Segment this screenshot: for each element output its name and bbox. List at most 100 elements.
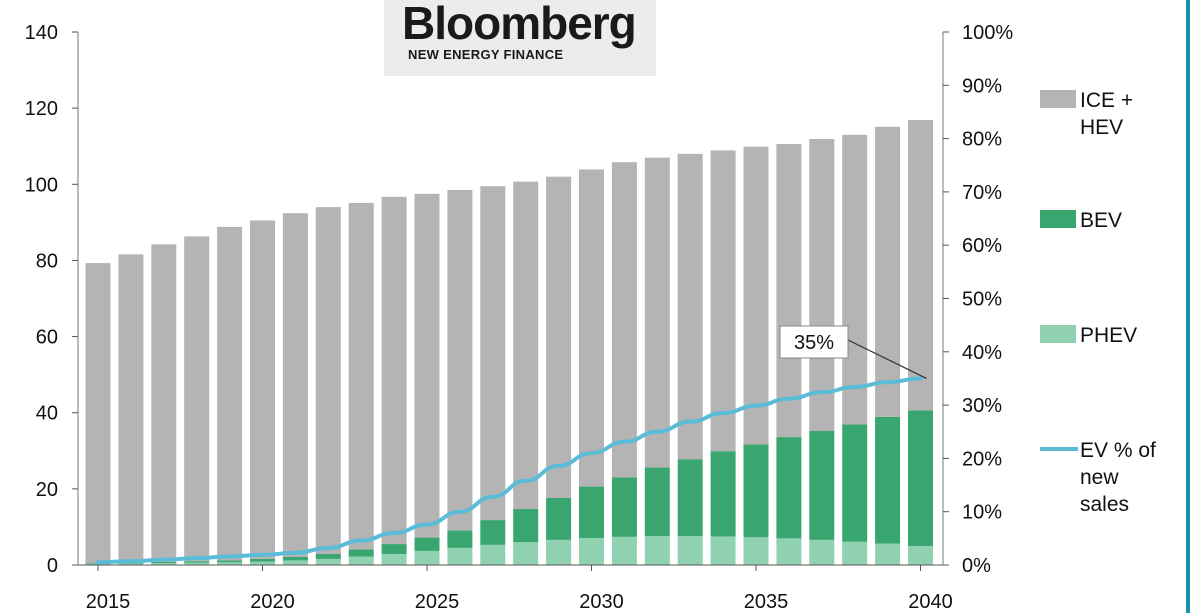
bar-ice-hev-2021 — [282, 213, 308, 558]
bar-phev-2026 — [447, 547, 473, 565]
bar-phev-2020 — [250, 561, 275, 565]
bar-bev-2040 — [908, 410, 933, 546]
right-tick-label: 20% — [962, 448, 1002, 470]
bar-ice-hev-2016 — [118, 254, 144, 563]
bar-ice-hev-2040 — [908, 119, 933, 411]
bar-phev-2037 — [809, 539, 835, 565]
annotation-box — [779, 325, 849, 359]
bar-phev-2024 — [381, 553, 407, 565]
bar-ice-hev-2034 — [710, 150, 736, 452]
bar-phev-2023 — [348, 556, 374, 565]
x-tick-label: 2020 — [250, 591, 295, 613]
bar-bev-2030 — [579, 486, 604, 538]
right-tick-label: 40% — [962, 342, 1002, 364]
bar-phev-2030 — [579, 537, 604, 565]
bar-bev-2018 — [184, 561, 210, 563]
bar-bev-2037 — [809, 430, 835, 540]
left-tick-label: 100 — [25, 174, 58, 196]
left-tick-label: 120 — [25, 98, 58, 120]
left-tick-label: 0 — [47, 555, 58, 577]
bar-ice-hev-2030 — [579, 169, 604, 487]
bar-phev-2031 — [611, 536, 637, 565]
x-tick-label: 2015 — [86, 591, 131, 613]
bar-series-group — [85, 119, 933, 565]
left-tick-label: 40 — [36, 403, 58, 425]
bar-ice-hev-2019 — [217, 226, 243, 561]
bar-bev-2020 — [250, 558, 275, 562]
legend-swatch-ice-hev — [1040, 90, 1076, 108]
bar-ice-hev-2026 — [447, 189, 473, 531]
bar-phev-2022 — [315, 558, 341, 565]
bar-phev-2040 — [908, 545, 933, 565]
axes-group: 0204060801001201400%10%20%30%40%50%60%70… — [25, 22, 1014, 613]
bar-phev-2038 — [842, 541, 868, 565]
bar-phev-2032 — [644, 536, 670, 565]
bar-bev-2032 — [644, 467, 670, 537]
bar-ice-hev-2038 — [842, 134, 868, 425]
bar-bev-2039 — [875, 416, 901, 544]
bar-ice-hev-2033 — [677, 153, 703, 460]
x-tick-label: 2035 — [744, 591, 789, 613]
right-tick-label: 70% — [962, 182, 1002, 204]
legend-label-ev-of-new-sales: EV % of new sales — [1080, 439, 1156, 516]
bar-phev-2029 — [546, 539, 572, 565]
legend-label-ice-hev: ICE + HEV — [1080, 89, 1133, 139]
line-ev-of-new-sales — [96, 376, 923, 565]
bar-bev-2038 — [842, 424, 868, 542]
bar-bev-2027 — [480, 520, 506, 545]
left-tick-label: 140 — [25, 22, 58, 44]
legend-label-phev: PHEV — [1080, 324, 1137, 347]
bar-phev-2034 — [710, 536, 736, 565]
left-tick-label: 60 — [36, 327, 58, 349]
x-tick-label: 2040 — [908, 591, 953, 613]
bar-phev-2039 — [875, 543, 901, 565]
bar-ice-hev-2023 — [348, 202, 374, 550]
bar-bev-2022 — [315, 553, 341, 559]
bar-phev-2028 — [513, 542, 539, 565]
bar-ice-hev-2024 — [381, 196, 407, 545]
annotation-group: 35% — [779, 325, 927, 379]
bar-bev-2035 — [743, 444, 769, 538]
bar-bev-2029 — [546, 497, 572, 540]
bar-bev-2031 — [611, 477, 637, 537]
bar-ice-hev-2029 — [546, 176, 572, 498]
bar-phev-2017 — [151, 563, 177, 565]
right-tick-label: 80% — [962, 129, 1002, 151]
bar-phev-2015 — [85, 563, 111, 565]
legend-label-bev: BEV — [1080, 209, 1122, 232]
legend-swatch-bev — [1040, 210, 1076, 228]
bar-ice-hev-2015 — [85, 263, 111, 564]
bar-ice-hev-2037 — [809, 138, 835, 431]
bar-phev-2036 — [776, 538, 802, 565]
right-tick-label: 30% — [962, 395, 1002, 417]
right-tick-label: 50% — [962, 289, 1002, 311]
bar-phev-2021 — [282, 560, 308, 565]
logo-subtitle: NEW ENERGY FINANCE — [408, 47, 564, 62]
bar-ice-hev-2022 — [315, 207, 341, 554]
x-tick-label: 2025 — [415, 591, 460, 613]
bar-bev-2028 — [513, 509, 539, 543]
bar-ice-hev-2035 — [743, 146, 769, 445]
bar-bev-2019 — [217, 560, 243, 563]
logo-wordmark: Bloomberg — [402, 0, 637, 49]
bar-bev-2024 — [381, 544, 407, 554]
x-tick-label: 2030 — [579, 591, 624, 613]
right-tick-label: 100% — [962, 22, 1013, 44]
annotation-label: 35% — [794, 332, 834, 354]
bar-bev-2025 — [414, 537, 440, 551]
bar-phev-2019 — [217, 562, 243, 565]
bar-ice-hev-2028 — [513, 181, 539, 510]
bar-ice-hev-2039 — [875, 126, 901, 417]
bloomberg-logo: Bloomberg NEW ENERGY FINANCE — [384, 0, 656, 76]
bar-bev-2036 — [776, 437, 802, 539]
bar-ice-hev-2027 — [480, 186, 506, 521]
annotation-leader — [847, 339, 927, 379]
left-tick-label: 20 — [36, 479, 58, 501]
bar-bev-2034 — [710, 451, 736, 537]
bar-bev-2023 — [348, 549, 374, 557]
bar-phev-2025 — [414, 550, 440, 565]
ev-share-line-group — [96, 376, 923, 565]
bar-ice-hev-2032 — [644, 157, 670, 468]
bar-ice-hev-2017 — [151, 244, 177, 562]
